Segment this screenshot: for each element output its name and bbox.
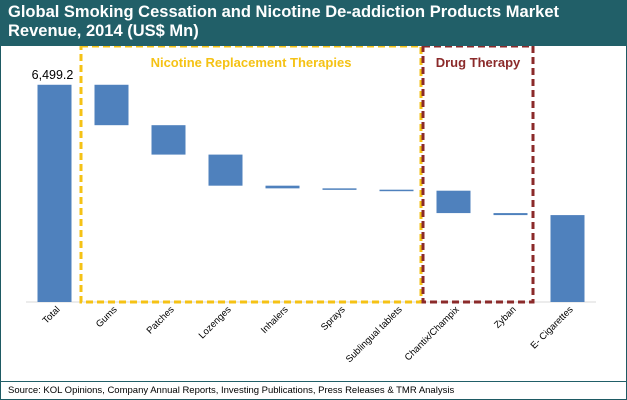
source-note: Source: KOL Opinions, Company Annual Rep… (0, 381, 627, 400)
group-box-drug-therapy (421, 46, 535, 304)
bar-zyban (493, 213, 528, 216)
x-tick-label-sublingual-tablets: Sublingual tablets (344, 304, 405, 365)
bar-total (37, 84, 72, 302)
chart-title-line-1: Global Smoking Cessation and Nicotine De… (8, 3, 560, 21)
group-label-drug-therapy: Drug Therapy (436, 55, 521, 70)
bar-lozenges (208, 154, 243, 186)
chart-title-line-2: Revenue, 2014 (US$ Mn) (8, 22, 199, 40)
group-box-nicotine-replacement-therapies (79, 46, 423, 304)
x-tick-label-sprays: Sprays (319, 304, 348, 333)
bar-gums (94, 84, 129, 126)
bar-sprays (322, 188, 357, 190)
x-tick-label-patches: Patches (145, 304, 177, 336)
bar-e-cigarettes (550, 215, 585, 302)
bar-patches (151, 125, 186, 155)
x-tick-label-zyban: Zyban (492, 304, 518, 330)
group-label-nicotine-replacement-therapies: Nicotine Replacement Therapies (151, 55, 352, 70)
bar-sublingual-tablets (379, 189, 414, 192)
x-tick-label-chantix-champix: Chantix/Champix (403, 304, 462, 363)
data-label-total: 6,499.2 (32, 68, 74, 82)
x-tick-label-inhalers: Inhalers (259, 304, 291, 336)
x-tick-label-gums: Gums (94, 304, 120, 330)
bar-chantix-champix (436, 190, 471, 214)
bar-inhalers (265, 185, 300, 189)
x-tick-label-lozenges: Lozenges (197, 304, 234, 341)
title-bar: Global Smoking Cessation and Nicotine De… (0, 0, 627, 46)
waterfall-chart: 6,499.2 Nicotine Replacement Therapies Dru… (26, 46, 596, 365)
x-tick-label-e-cigarettes: E- Cigarettes (529, 304, 576, 351)
x-tick-label-total: Total (41, 304, 63, 326)
